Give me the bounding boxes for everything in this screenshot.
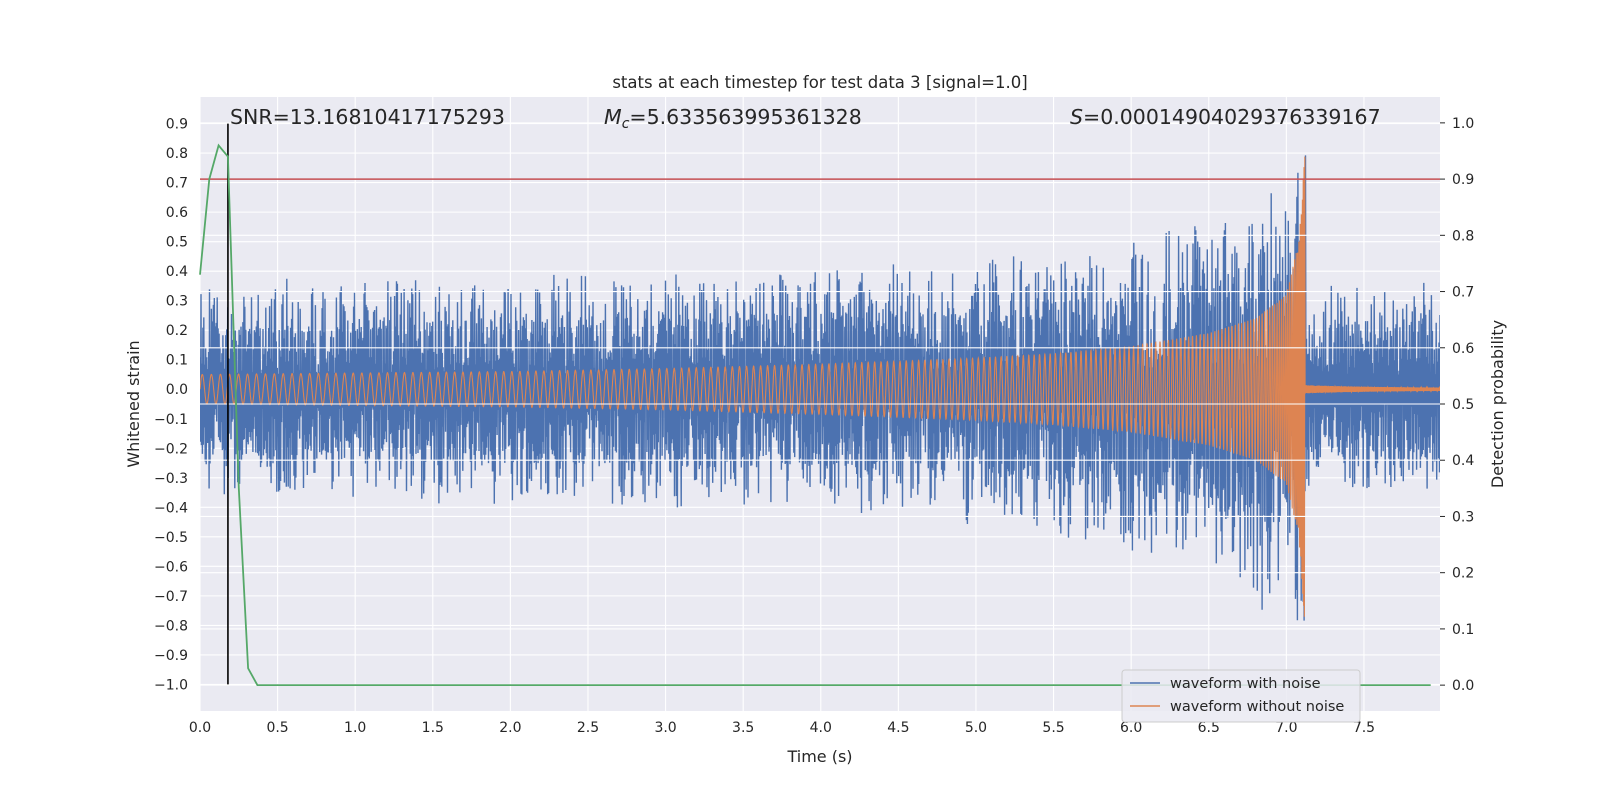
s-value: =0.00014904029376339167 — [1083, 105, 1381, 129]
chirp-mass-annotation: Mc=5.633563995361328 — [604, 105, 862, 132]
x-tick-label: 6.5 — [1198, 720, 1220, 736]
left-y-tick-label: −0.7 — [154, 589, 188, 605]
left-y-tick-labels: 0.9 0.8 0.7 0.6 0.5 0.4 0.3 0.2 0.1 0.0 −0.1 −0.2 −0… — [154, 117, 188, 694]
x-tick-label: 5.0 — [965, 720, 987, 736]
left-y-tick-label: 0.6 — [166, 205, 188, 221]
x-tick-label: 5.5 — [1042, 720, 1064, 736]
legend-label-clean: waveform without noise — [1170, 699, 1344, 715]
left-y-tick-label: −0.6 — [154, 559, 188, 575]
x-tick-label: 2.0 — [499, 720, 521, 736]
x-tick-label: 2.5 — [577, 720, 599, 736]
right-y-tick-label: 0.6 — [1452, 341, 1474, 357]
left-y-tick-label: 0.0 — [166, 382, 188, 398]
x-tick-label: 1.0 — [344, 720, 366, 736]
x-axis-label: Time (s) — [786, 747, 852, 766]
x-tick-label: 7.0 — [1275, 720, 1297, 736]
left-y-tick-label: 0.3 — [166, 294, 188, 310]
left-y-tick-label: −0.3 — [154, 471, 188, 487]
x-tick-label: 0.5 — [266, 720, 288, 736]
series-waveform-without-noise — [200, 156, 1440, 617]
right-y-tick-label: 0.9 — [1452, 172, 1474, 188]
left-y-tick-label: −0.1 — [154, 412, 188, 428]
left-y-tick-label: 0.7 — [166, 176, 188, 192]
left-y-tick-label: −0.2 — [154, 441, 188, 457]
x-tick-label: 3.0 — [654, 720, 676, 736]
left-y-tick-label: −0.9 — [154, 648, 188, 664]
left-y-tick-label: 0.4 — [166, 264, 188, 280]
left-y-tick-label: 0.9 — [166, 117, 188, 133]
left-y-tick-label: −0.5 — [154, 530, 188, 546]
right-y-tick-label: 0.5 — [1452, 397, 1474, 413]
x-tick-label: 4.5 — [887, 720, 909, 736]
series-detection-probability — [199, 143, 1431, 686]
snr-annotation: SNR=13.16810417175293 — [230, 105, 505, 129]
right-y-tick-label: 0.4 — [1452, 453, 1474, 469]
left-y-tick-label: 0.2 — [166, 323, 188, 339]
right-y-tick-label: 0.1 — [1452, 622, 1474, 638]
x-tick-label: 4.0 — [810, 720, 832, 736]
left-y-tick-label: 0.5 — [166, 235, 188, 251]
x-tick-label: 7.5 — [1353, 720, 1375, 736]
legend-label-noise: waveform with noise — [1170, 676, 1321, 692]
s-annotation: S=0.00014904029376339167 — [1070, 105, 1381, 129]
legend-box — [1121, 669, 1361, 723]
left-y-tick-label: −0.8 — [154, 618, 188, 634]
chirp-mass-subscript: c — [622, 116, 630, 132]
left-y-tick-label: 0.1 — [166, 353, 188, 369]
left-y-axis-label: Whitened strain — [124, 340, 143, 467]
x-tick-label: 1.5 — [422, 720, 444, 736]
right-y-axis-label: Detection probability — [1488, 320, 1507, 488]
left-y-tick-label: 0.8 — [166, 146, 188, 162]
x-tick-label: 3.5 — [732, 720, 754, 736]
right-y-tick-label: 0.7 — [1452, 285, 1474, 301]
right-y-tick-label: 1.0 — [1452, 116, 1474, 132]
left-y-tick-label: −0.4 — [154, 500, 188, 516]
chirp-mass-symbol: M — [604, 105, 622, 129]
x-tick-label: 6.0 — [1120, 720, 1142, 736]
right-y-tick-label: 0.2 — [1452, 566, 1474, 582]
left-y-tick-label: −1.0 — [154, 677, 188, 693]
series-waveform-with-noise — [200, 155, 1440, 621]
legend: waveform with noise waveform without noi… — [1121, 669, 1361, 723]
right-y-tick-label: 0.8 — [1452, 228, 1474, 244]
right-y-tick-label: 0.3 — [1452, 509, 1474, 525]
s-symbol: S — [1070, 105, 1083, 129]
chirp-mass-value: =5.633563995361328 — [629, 105, 861, 129]
chart-title: stats at each timestep for test data 3 [… — [612, 73, 1027, 92]
right-y-tick-label: 0.0 — [1452, 678, 1474, 694]
right-y-tick-labels: 1.0 0.9 0.8 0.7 0.6 0.5 0.4 0.3 0.2 0.1 0.0 — [1440, 116, 1474, 694]
x-tick-labels: 0.0 0.5 1.0 1.5 2.0 2.5 3.0 3.5 4.0 4.5 5.0 5.5 6.0 6… — [189, 720, 1375, 736]
x-tick-label: 0.0 — [189, 720, 211, 736]
